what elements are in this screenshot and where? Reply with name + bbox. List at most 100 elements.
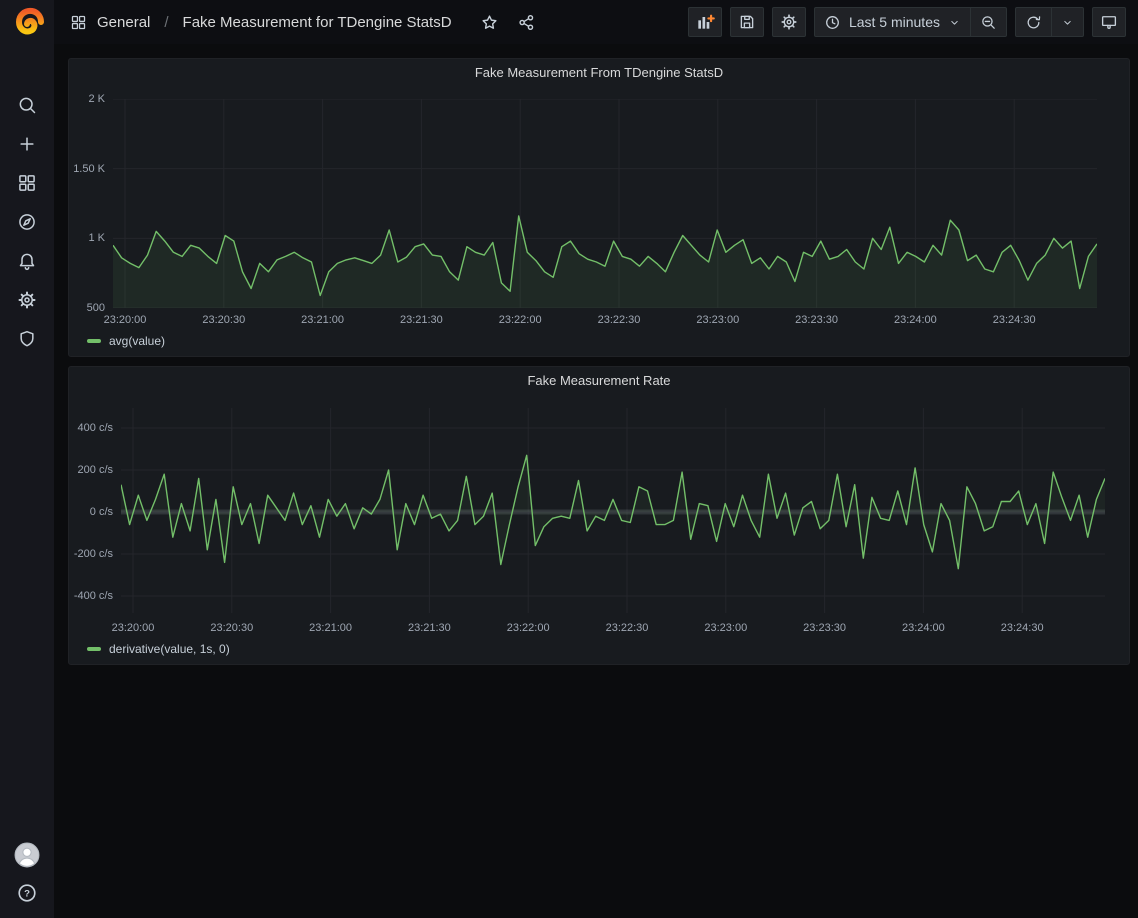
dashboard-actions xyxy=(478,11,538,34)
dashboard-settings-button[interactable] xyxy=(771,7,806,37)
cycle-view-mode-button[interactable] xyxy=(1092,7,1126,37)
apps-grid-icon xyxy=(71,15,86,29)
dashboard-toolbar: Last 5 minutes xyxy=(687,7,1126,37)
share-dashboard-button[interactable] xyxy=(515,11,538,34)
y-axis-tick-label[interactable]: 1.50 K xyxy=(73,162,105,175)
save-dashboard-icon xyxy=(740,15,754,29)
sidebar-item-search[interactable] xyxy=(0,85,54,124)
zero-axis-band xyxy=(121,509,1105,515)
explore-compass-icon xyxy=(19,213,35,230)
legend-series-color xyxy=(87,339,101,343)
series-line xyxy=(113,215,1097,297)
x-axis-tick-label[interactable]: 23:22:00 xyxy=(506,622,550,634)
panel-fake-measurement-rate: Fake Measurement Rate derivative(value, … xyxy=(68,366,1130,665)
y-axis-tick-label[interactable]: 400 c/s xyxy=(77,421,113,434)
time-series-plot[interactable] xyxy=(121,408,1105,613)
time-range-label: Last 5 minutes xyxy=(848,14,940,30)
dashboard-settings-gear-icon xyxy=(781,14,797,30)
y-axis-tick-label[interactable]: 500 xyxy=(86,302,105,314)
x-axis-tick-label[interactable]: 23:24:30 xyxy=(992,314,1036,326)
add-panel-button[interactable] xyxy=(687,7,722,37)
svg-text:?: ? xyxy=(24,888,30,899)
chevron-down-icon xyxy=(951,20,958,25)
x-axis-tick-label[interactable]: 23:23:00 xyxy=(696,314,740,326)
x-axis-tick-label[interactable]: 23:24:30 xyxy=(1000,622,1044,634)
time-series-plot[interactable] xyxy=(113,99,1097,308)
legend-item[interactable]: avg(value) xyxy=(87,334,165,348)
plus-icon xyxy=(20,136,34,151)
legend-item[interactable]: derivative(value, 1s, 0) xyxy=(87,642,230,656)
breadcrumb-dashboards-link[interactable]: General xyxy=(70,14,150,31)
panel-title[interactable]: Fake Measurement From TDengine StatsD xyxy=(474,65,724,80)
x-axis-tick-label[interactable]: 23:23:00 xyxy=(704,622,748,634)
configuration-gear-icon xyxy=(18,291,36,308)
tv-kiosk-icon xyxy=(1101,16,1117,30)
toolbar-divider xyxy=(970,8,971,36)
star-icon xyxy=(482,14,497,29)
y-axis-tick-label[interactable]: -200 c/s xyxy=(73,547,113,560)
x-axis-tick-label[interactable]: 23:23:30 xyxy=(795,314,838,326)
x-axis-tick-label[interactable]: 23:21:30 xyxy=(407,622,451,634)
search-icon xyxy=(19,97,36,113)
sidebar-bottom: ? xyxy=(0,842,54,904)
x-axis-tick-label[interactable]: 23:22:30 xyxy=(605,622,649,634)
series-line xyxy=(121,454,1105,570)
share-icon xyxy=(518,14,533,30)
sidebar-item-explore[interactable] xyxy=(0,202,54,241)
sidebar-item-server-admin[interactable] xyxy=(0,319,54,358)
x-axis-tick-label[interactable]: 23:20:30 xyxy=(210,622,254,634)
y-axis-tick-label[interactable]: -400 c/s xyxy=(73,589,113,602)
refresh-icon xyxy=(1027,15,1041,28)
dashboards-icon xyxy=(19,174,35,191)
server-admin-shield-icon xyxy=(20,330,34,346)
dashboard-title: Fake Measurement for TDengine StatsD xyxy=(182,13,452,31)
x-axis-tick-label[interactable]: 23:21:00 xyxy=(309,622,352,634)
y-axis-tick-label[interactable]: 0 c/s xyxy=(89,505,113,518)
x-axis-tick-label[interactable]: 23:21:00 xyxy=(301,314,344,326)
x-axis-tick-label[interactable]: 23:22:30 xyxy=(597,314,641,326)
grafana-logo[interactable] xyxy=(0,0,54,47)
zoom-out-time-button[interactable] xyxy=(971,8,1006,36)
legend-series-label: avg(value) xyxy=(109,334,166,348)
x-axis-tick-label[interactable]: 23:20:00 xyxy=(111,622,155,634)
sidebar-nav xyxy=(0,85,54,358)
sidebar-item-configuration[interactable] xyxy=(0,280,54,319)
clock-icon xyxy=(825,15,839,29)
legend-series-color xyxy=(87,647,101,651)
user-avatar xyxy=(14,842,40,868)
zoom-out-icon xyxy=(982,15,995,29)
sidebar-item-alerting[interactable] xyxy=(0,241,54,280)
y-axis-tick-label[interactable]: 200 c/s xyxy=(77,463,113,476)
breadcrumb: General / Fake Measurement for TDengine … xyxy=(70,11,538,34)
x-axis-tick-label[interactable]: 23:20:30 xyxy=(202,314,246,326)
refresh-group xyxy=(1015,7,1084,37)
legend-series-label: derivative(value, 1s, 0) xyxy=(109,642,230,656)
add-panel-icon xyxy=(698,14,715,29)
user-profile-button[interactable] xyxy=(0,842,54,868)
breadcrumb-section[interactable]: General xyxy=(97,13,151,31)
panel-title[interactable]: Fake Measurement Rate xyxy=(527,373,671,388)
time-picker-group: Last 5 minutes xyxy=(813,7,1007,37)
help-icon: ? xyxy=(18,884,36,902)
sidebar-item-create[interactable] xyxy=(0,124,54,163)
x-axis-tick-label[interactable]: 23:22:00 xyxy=(498,314,542,326)
sidebar: ? xyxy=(0,0,54,918)
sidebar-item-dashboards[interactable] xyxy=(0,163,54,202)
y-axis-tick-label[interactable]: 2 K xyxy=(88,93,105,105)
time-range-picker[interactable]: Last 5 minutes xyxy=(815,8,970,36)
x-axis-tick-label[interactable]: 23:24:00 xyxy=(901,622,945,634)
dashboard-canvas: Fake Measurement From TDengine StatsD av… xyxy=(54,44,1138,918)
star-dashboard-button[interactable] xyxy=(478,11,501,34)
y-axis-tick-label[interactable]: 1 K xyxy=(88,232,105,245)
save-dashboard-button[interactable] xyxy=(729,7,764,37)
x-axis-tick-label[interactable]: 23:20:00 xyxy=(103,314,147,326)
x-axis-tick-label[interactable]: 23:24:00 xyxy=(893,314,937,326)
refresh-interval-dropdown[interactable] xyxy=(1052,8,1083,36)
x-axis-tick-label[interactable]: 23:23:30 xyxy=(803,622,846,634)
breadcrumb-separator: / xyxy=(164,13,169,31)
chevron-down-icon xyxy=(1064,20,1071,25)
refresh-button[interactable] xyxy=(1016,8,1051,36)
x-axis-tick-label[interactable]: 23:21:30 xyxy=(399,314,443,326)
help-button[interactable]: ? xyxy=(0,882,54,904)
